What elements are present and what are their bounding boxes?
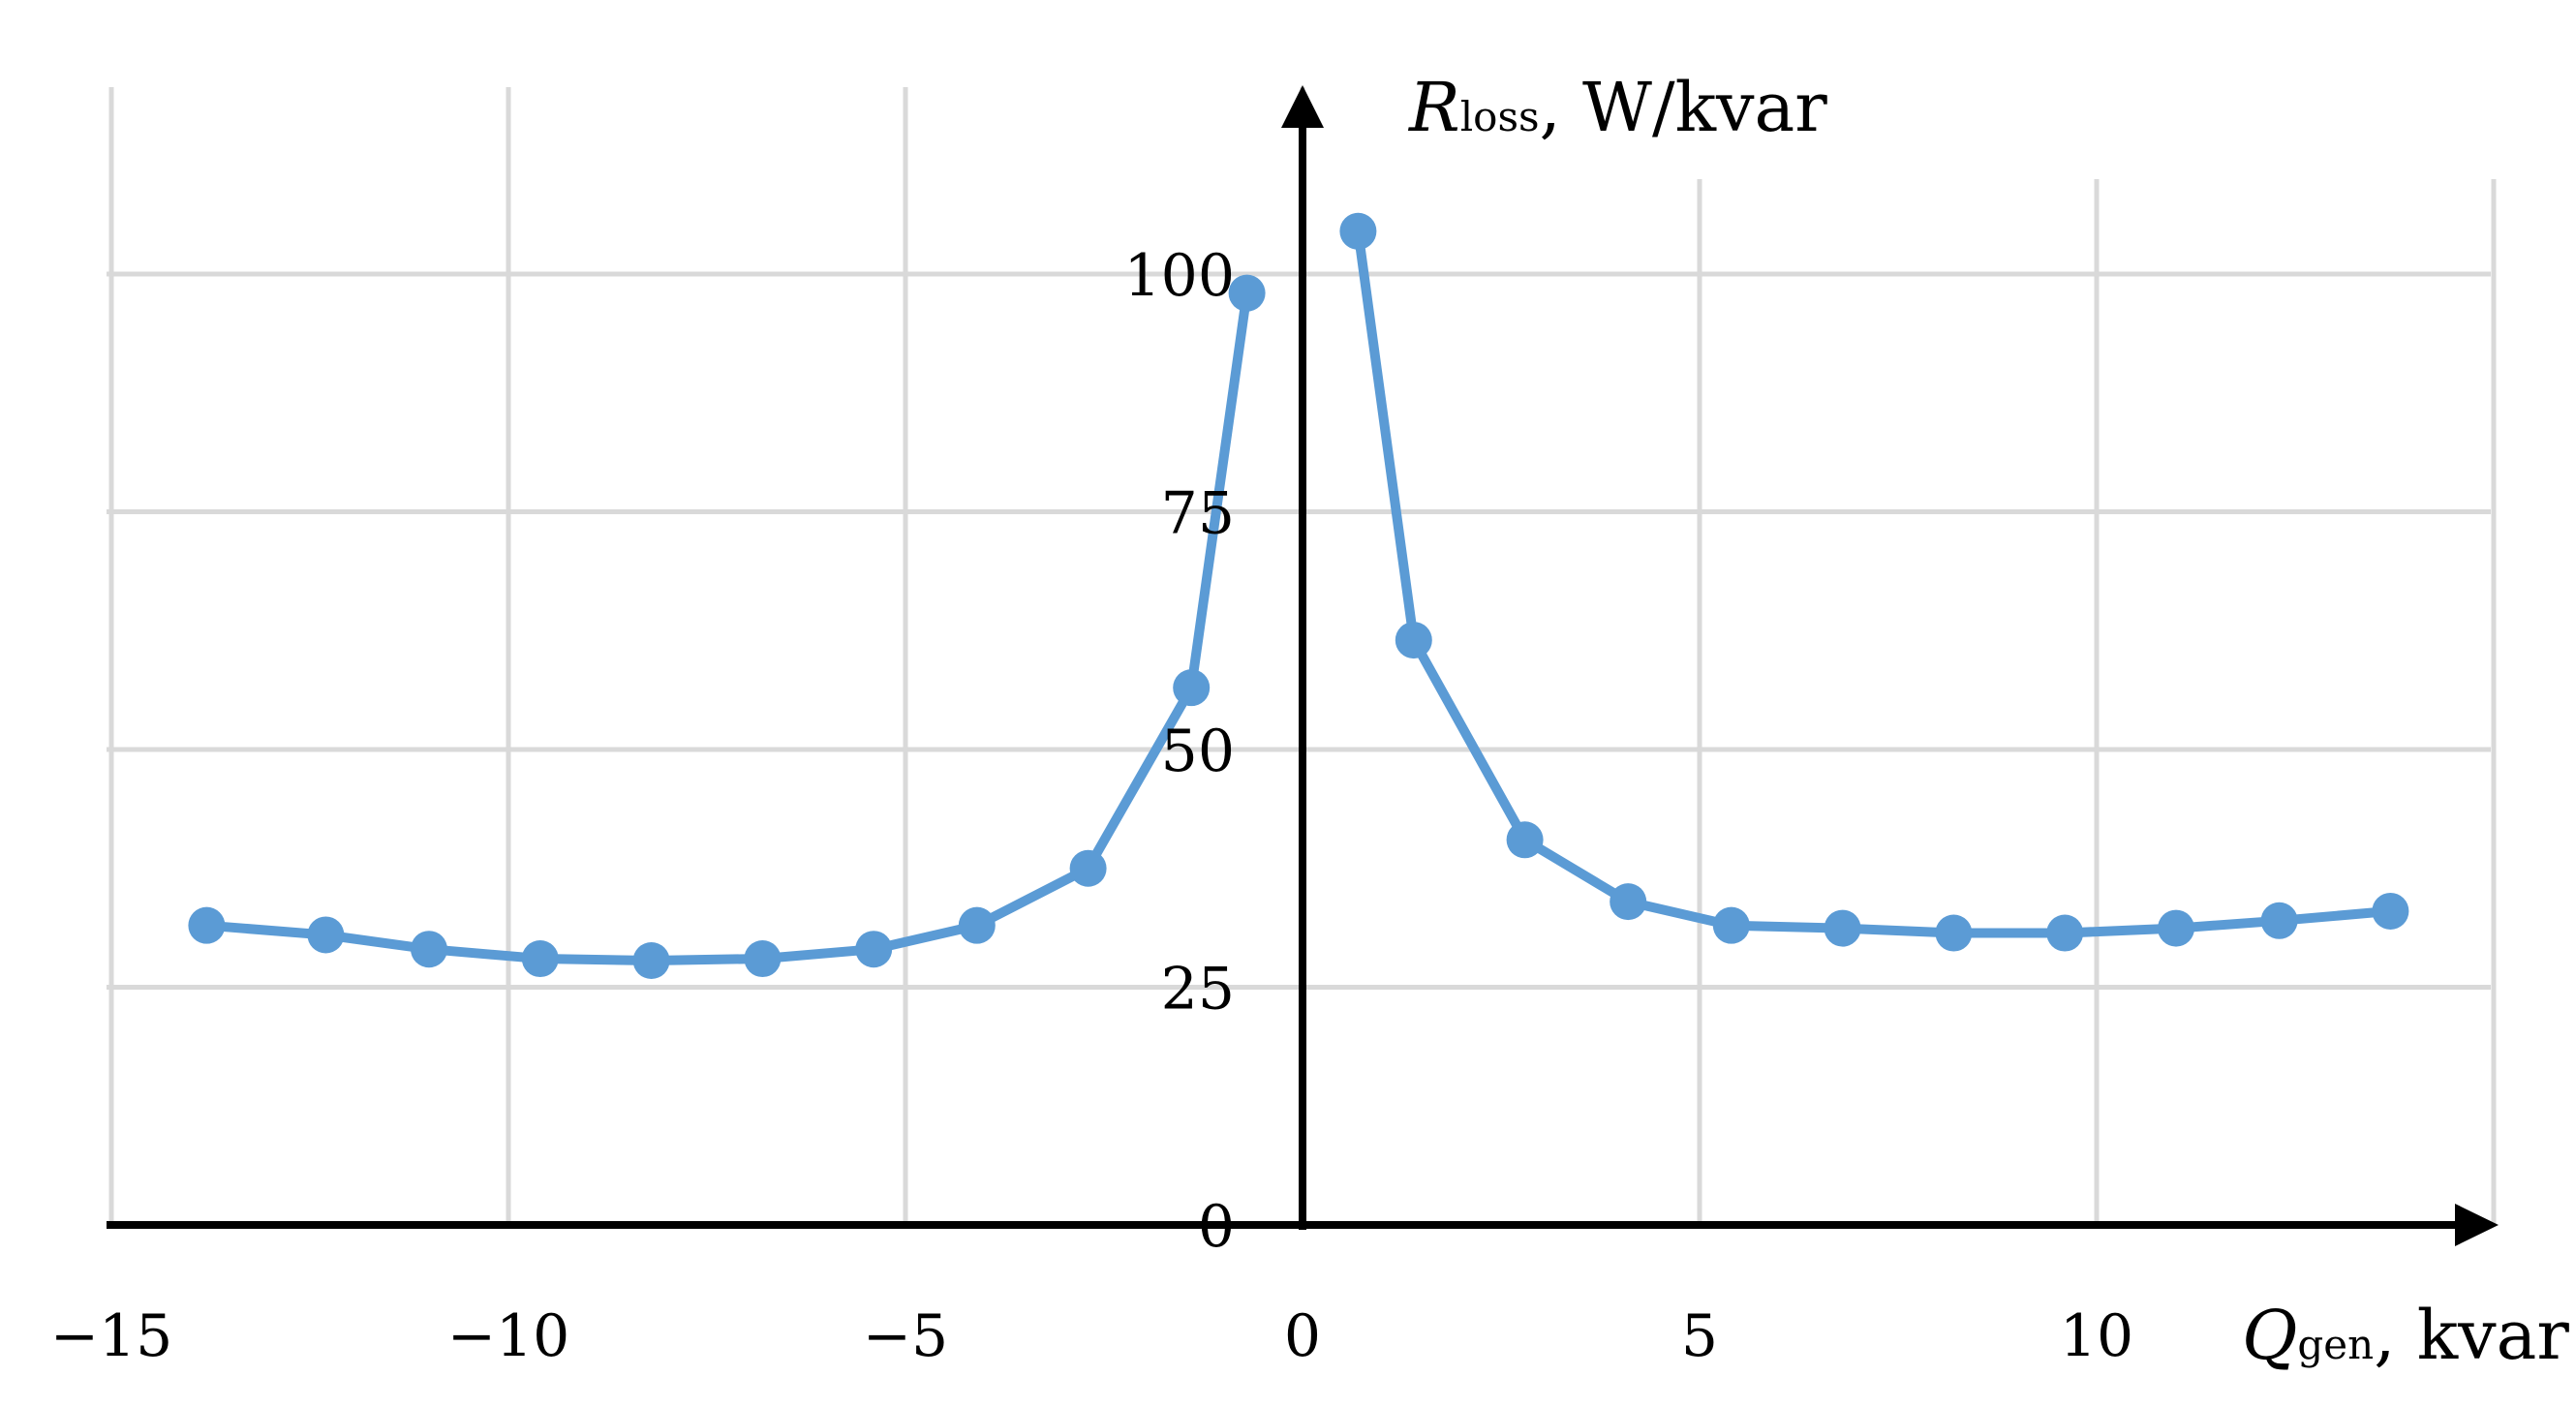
data-point <box>1712 906 1750 944</box>
data-point <box>1610 883 1647 921</box>
data-point <box>1935 914 1973 952</box>
y-axis-label-sub: loss <box>1460 93 1540 140</box>
data-point <box>307 916 345 954</box>
series-layer <box>188 212 2409 980</box>
data-point <box>744 940 782 978</box>
data-point <box>632 942 670 980</box>
x-tick-label: 5 <box>1681 1302 1718 1370</box>
data-point <box>855 931 893 968</box>
data-point <box>1069 849 1107 887</box>
y-axis-label-unit: , W/kvar <box>1540 68 1828 147</box>
y-tick-labels: 0 25 50 75 100 <box>1123 242 1235 1261</box>
data-point <box>1395 622 1432 659</box>
data-point <box>2372 892 2409 930</box>
x-axis-label: Qgen, kvar <box>2242 1296 2569 1375</box>
x-tick-label: −5 <box>863 1302 948 1370</box>
y-tick-label: 75 <box>1161 480 1235 548</box>
data-point <box>1339 212 1377 250</box>
x-tick-label: 10 <box>2060 1302 2133 1370</box>
data-point <box>1228 274 1266 312</box>
x-tick-labels: −15 −10 −5 0 5 10 <box>50 1302 2133 1370</box>
y-tick-label: 25 <box>1161 956 1235 1024</box>
data-point <box>1506 821 1544 859</box>
y-axis-label-var: R <box>1407 68 1460 147</box>
x-tick-label: −15 <box>50 1302 173 1370</box>
data-point <box>521 940 559 978</box>
data-point <box>411 931 447 968</box>
x-axis-label-var: Q <box>2242 1296 2297 1375</box>
x-axis-arrow-icon <box>2455 1204 2499 1246</box>
data-point <box>2158 909 2194 947</box>
y-axis-label: Rloss, W/kvar <box>1407 68 1827 147</box>
y-tick-label: 0 <box>1198 1193 1235 1261</box>
data-point <box>1824 909 1861 947</box>
x-axis-label-unit: , kvar <box>2374 1296 2569 1375</box>
y-axis-arrow-icon <box>1281 85 1324 128</box>
y-tick-label: 100 <box>1123 242 1235 310</box>
data-point <box>958 906 996 944</box>
x-tick-label: −10 <box>447 1302 570 1370</box>
x-tick-label: 0 <box>1284 1302 1321 1370</box>
data-point <box>2046 914 2084 952</box>
data-point <box>2260 902 2298 939</box>
data-point <box>188 906 226 944</box>
x-axis-label-sub: gen <box>2297 1321 2374 1368</box>
data-point <box>1173 669 1211 707</box>
y-tick-label: 50 <box>1161 718 1235 785</box>
